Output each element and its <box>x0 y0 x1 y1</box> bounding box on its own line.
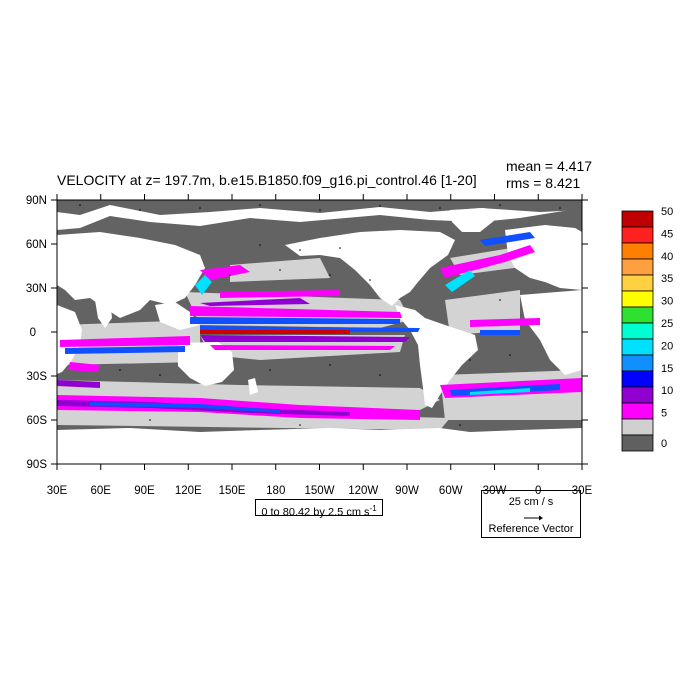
colorbar-swatch <box>621 242 654 260</box>
lon-label-120e: 120E <box>175 485 202 497</box>
mean-stat: mean = 4.417 <box>506 158 593 174</box>
plot-title: VELOCITY at z= 197.7m, b.e15.B1850.f09_g… <box>57 172 477 188</box>
colorbar-swatch <box>621 386 654 404</box>
strong-currents <box>57 232 582 420</box>
colorbar-level-label: 40 <box>661 251 673 263</box>
lat-axis: 90N 60N 30N 0 30S 60S 90S <box>26 195 588 471</box>
colorbar-swatch <box>621 274 654 292</box>
lat-label-0: 0 <box>30 327 36 339</box>
lon-label-60w: 60W <box>439 485 463 497</box>
colorbar-swatch <box>621 306 654 324</box>
lat-label-90n: 90N <box>26 195 47 207</box>
lon-label-120w: 120W <box>348 485 378 497</box>
lon-label-0: 0 <box>535 485 541 497</box>
colorbar-level-label: 50 <box>661 206 673 218</box>
lon-axis: 30E 60E 90E 120E 150E 180 150W 120W 90W … <box>47 194 593 497</box>
colorbar-swatch <box>621 210 654 228</box>
contour-range-label: 0 to 80.42 by 2.5 cm s-1 <box>255 499 383 519</box>
lat-label-60n: 60N <box>26 239 47 251</box>
arctic-ocean <box>57 200 582 215</box>
lat-label-30s: 30S <box>27 371 48 383</box>
colorbar-swatch <box>621 322 654 340</box>
colorbar-level-label: 45 <box>661 228 673 240</box>
colorbar-swatch <box>621 434 654 452</box>
colorbar-swatch <box>621 290 654 308</box>
colorbar-level-label: 5 <box>661 408 667 420</box>
lon-label-90w: 90W <box>395 485 419 497</box>
lon-label-30w: 30W <box>483 485 507 497</box>
colorbar-swatch <box>621 258 654 276</box>
contour-range-exponent: -1 <box>369 504 377 513</box>
colorbar-swatch <box>621 370 654 388</box>
lon-label-90e: 90E <box>134 485 155 497</box>
reference-arrow-icon <box>524 515 543 521</box>
lon-label-30e: 30E <box>47 485 68 497</box>
land-masses <box>57 208 582 464</box>
map-field <box>57 200 582 464</box>
lon-label-30e-right: 30E <box>572 485 593 497</box>
colorbar-level-label: 15 <box>661 363 673 375</box>
colorbar-level-label: 0 <box>661 438 667 450</box>
colorbar-swatch <box>621 402 654 420</box>
colorbar-level-label: 10 <box>661 385 673 397</box>
lon-label-180: 180 <box>266 485 285 497</box>
lon-label-60e: 60E <box>91 485 112 497</box>
colorbar-swatch <box>621 338 654 356</box>
reference-vector-box: 25 cm / s Reference Vector <box>481 490 581 538</box>
rms-stat: rms = 8.421 <box>506 175 581 191</box>
lon-label-150e: 150E <box>219 485 246 497</box>
colorbar-swatch <box>621 418 654 436</box>
lon-label-150w: 150W <box>304 485 334 497</box>
reference-vector-magnitude: 25 cm / s <box>508 496 554 508</box>
colorbar-level-label: 30 <box>661 296 673 308</box>
colorbar-level-label: 20 <box>661 340 673 352</box>
lat-label-30n: 30N <box>26 283 47 295</box>
colorbar-level-label: 25 <box>661 318 673 330</box>
reference-vector-caption: Reference Vector <box>488 523 574 535</box>
colorbar-level-label: 35 <box>661 273 673 285</box>
colorbar-swatch <box>621 226 654 244</box>
contour-range-text: 0 to 80.42 by 2.5 cm s <box>261 506 370 519</box>
lat-label-90s: 90S <box>27 459 48 471</box>
colorbar-swatch <box>621 354 654 372</box>
lat-label-60s: 60S <box>27 415 48 427</box>
velocity-vectors <box>79 204 561 426</box>
